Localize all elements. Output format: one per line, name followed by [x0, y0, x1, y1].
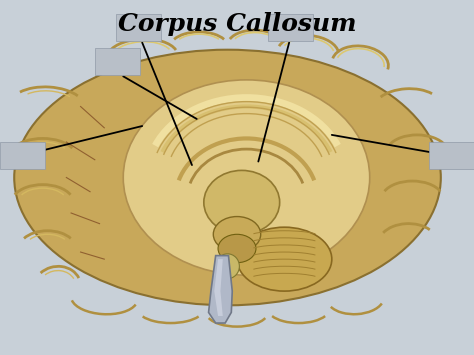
Ellipse shape: [213, 217, 261, 252]
Ellipse shape: [123, 80, 370, 275]
Polygon shape: [209, 256, 232, 323]
Bar: [0, 142, 45, 169]
Ellipse shape: [204, 170, 280, 234]
Text: Corpus Callosum: Corpus Callosum: [118, 12, 356, 37]
Bar: [95, 48, 140, 75]
Ellipse shape: [218, 234, 256, 263]
Bar: [429, 142, 474, 169]
Ellipse shape: [237, 227, 332, 291]
Bar: [116, 14, 161, 41]
Ellipse shape: [216, 254, 239, 279]
Bar: [268, 14, 313, 41]
Polygon shape: [214, 259, 223, 316]
Ellipse shape: [14, 50, 441, 305]
